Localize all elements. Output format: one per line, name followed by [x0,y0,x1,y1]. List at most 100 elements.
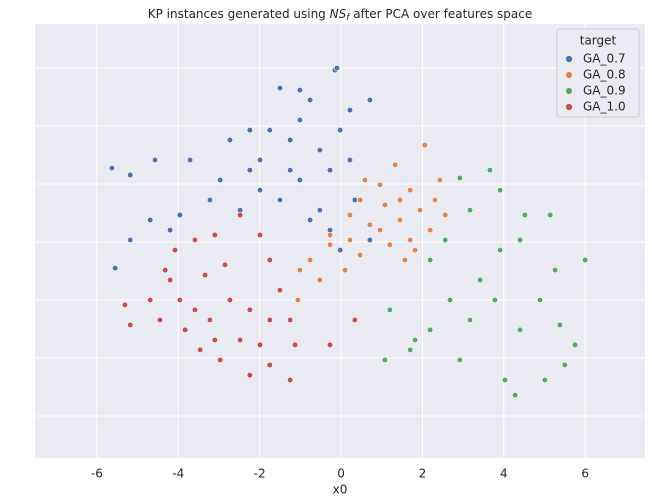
legend-label: GA_0.8 [583,68,626,82]
point [407,236,414,244]
point [512,391,519,399]
point [156,316,164,324]
point [316,207,323,214]
point [256,187,264,194]
point [561,361,568,369]
point [316,147,323,154]
point [326,241,334,249]
point [191,306,199,313]
point [551,267,559,274]
point [256,231,264,239]
point [427,256,434,264]
legend-marker [565,55,573,63]
point [346,236,354,244]
point [541,376,548,384]
point [333,64,341,72]
x-tick-label: 0 [337,467,345,481]
point [246,371,253,379]
point [306,256,314,264]
point [346,107,354,114]
point [351,316,358,324]
x-tick-label: -4 [172,467,184,481]
point [217,356,224,364]
point [346,156,354,164]
point [246,127,253,134]
point [337,127,344,134]
point [326,341,334,349]
point [127,236,134,244]
point [287,167,294,174]
point [256,156,264,164]
point [211,336,218,344]
legend-title: target [580,34,617,48]
point [337,247,344,254]
point [351,196,358,204]
point [266,127,273,134]
point [127,171,134,179]
point [396,196,404,204]
point [287,376,294,384]
point [466,316,474,324]
point [276,287,284,294]
point [516,326,524,333]
point [186,156,194,164]
point [294,296,301,304]
point [236,211,244,219]
point [167,227,174,234]
point [287,316,294,324]
point [296,87,304,94]
point [211,231,218,239]
point [407,187,414,194]
plot-area [35,24,645,458]
point [366,221,374,229]
point [206,316,214,324]
point [306,96,314,104]
x-axis-label: x0 [333,483,348,497]
legend-label: GA_0.9 [583,84,626,98]
point [226,296,234,304]
point [556,321,564,329]
point [376,227,384,234]
point [446,296,454,304]
point [162,267,169,274]
point [226,136,234,144]
point [246,306,253,313]
point [112,265,119,272]
title-text: after PCA over features space [349,7,532,21]
point [341,267,349,274]
point [401,256,409,264]
point [497,247,504,254]
point [326,167,334,174]
point [167,276,174,284]
point [396,216,404,224]
point [442,211,449,219]
point [516,236,524,244]
point [431,196,439,204]
point [266,361,273,369]
point [477,276,484,284]
point [497,187,504,194]
point [436,176,444,184]
chart-title: KP instances generated using NSf after P… [148,7,532,23]
point [486,167,494,174]
point [182,326,189,333]
point [276,196,284,204]
legend-label: GA_0.7 [583,52,626,66]
point [466,207,474,214]
point [217,176,224,184]
point [346,211,354,219]
point [376,181,384,189]
point [366,236,374,244]
point [287,136,294,144]
x-tick-label: -2 [254,467,266,481]
point [326,231,334,239]
legend: target GA_0.7 GA_0.8 GA_0.9 GA_1.0 [556,28,640,118]
point [206,196,214,204]
legend-box [556,28,640,118]
point [276,84,284,92]
point [536,296,544,304]
point [521,211,529,219]
point [236,336,244,344]
point [427,227,434,234]
